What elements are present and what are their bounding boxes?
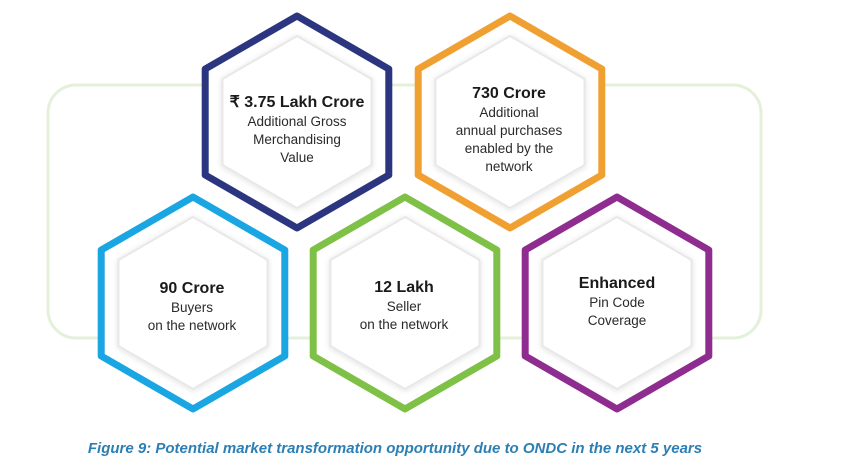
hex-sellers-text: 12 Lakh Seller on the network (329, 278, 479, 334)
hex-purchases-line-2: annual purchases (455, 123, 563, 138)
hex-sellers-line-2: on the network (359, 317, 449, 332)
hexagon-gmv (201, 12, 393, 232)
hex-buyers-line-2: on the network (147, 318, 237, 333)
hex-gmv-title: ₹ 3.75 Lakh Crore (229, 94, 365, 111)
hex-sellers-line-1: Seller (386, 299, 422, 314)
hexagon-sellers (309, 193, 501, 413)
hexagon-pincode-inner (541, 215, 693, 391)
hex-purchases-line-1: Additional (479, 105, 539, 120)
hex-pincode-text: Enhanced Pin Code Coverage (542, 274, 692, 330)
hex-pincode-line-1: Pin Code (589, 295, 645, 310)
figure-caption: Figure 9: Potential market transformatio… (87, 440, 703, 457)
hex-purchases-text: 730 Crore Additional annual purchases en… (434, 84, 584, 176)
hex-gmv-line-1: Additional Gross (247, 114, 347, 129)
hexagon-purchases (414, 12, 606, 232)
hex-purchases-title: 730 Crore (472, 85, 546, 102)
hex-gmv-text: ₹ 3.75 Lakh Crore Additional Gross Merch… (222, 93, 372, 167)
hex-buyers-text: 90 Crore Buyers on the network (117, 279, 267, 335)
hex-gmv-line-3: Value (280, 150, 314, 165)
hex-sellers-title: 12 Lakh (374, 279, 434, 296)
hexagon-buyers (97, 193, 289, 413)
hexagon-pincode (521, 193, 713, 413)
hex-purchases-line-3: enabled by the (464, 141, 554, 156)
hexagon-gmv-inner (221, 34, 373, 210)
hex-buyers-line-1: Buyers (170, 300, 214, 315)
hex-gmv-line-2: Merchandising (253, 132, 341, 147)
hexagon-purchases-inner (434, 34, 586, 210)
hexagon-buyers-inner (117, 215, 269, 391)
hexagon-sellers-inner (329, 215, 481, 391)
hex-pincode-title: Enhanced (578, 275, 656, 292)
hex-pincode-line-2: Coverage (587, 313, 647, 328)
hex-buyers-title: 90 Crore (159, 280, 225, 297)
hex-purchases-line-4: network (485, 159, 533, 174)
